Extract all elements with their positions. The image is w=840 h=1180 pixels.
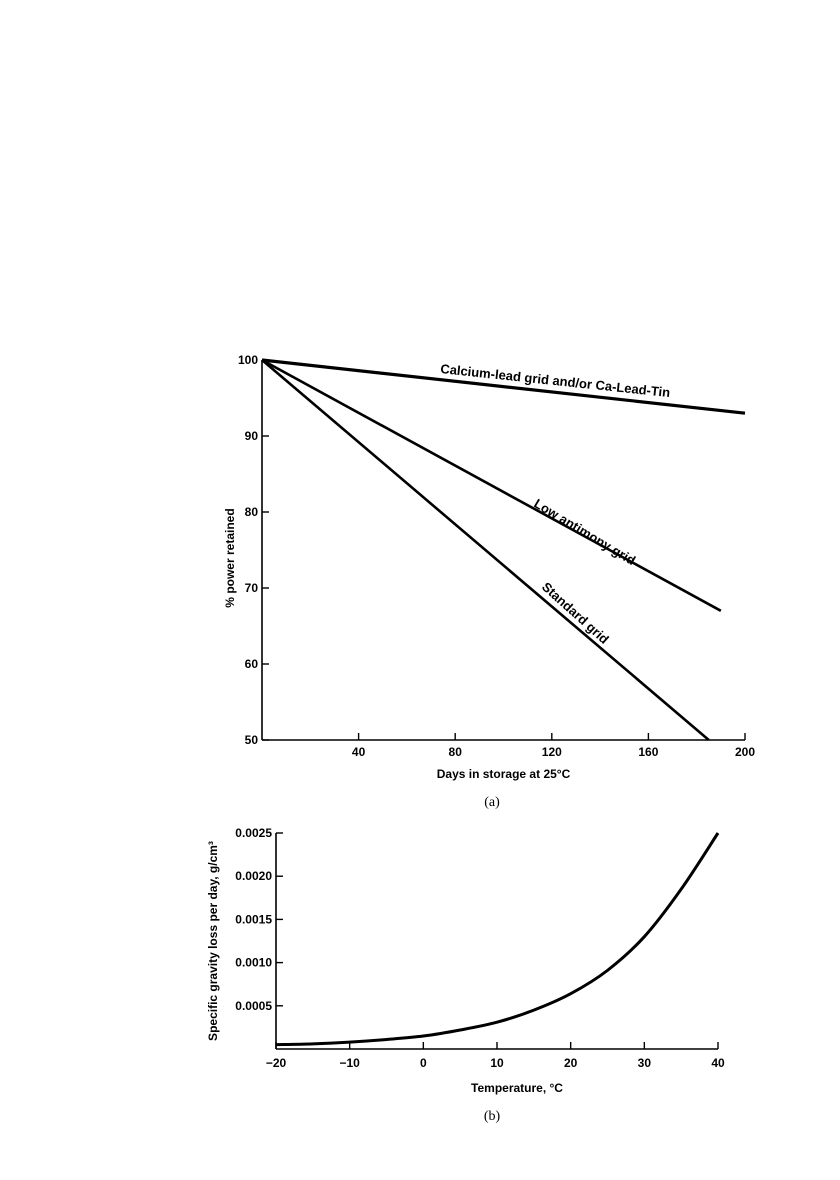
x-tick-label: 80 — [449, 745, 463, 759]
x-axis-label: Temperature, °C — [471, 1081, 563, 1095]
x-tick-label: 10 — [490, 1056, 504, 1070]
series-label: Low antimony grid — [531, 496, 638, 568]
x-tick-label: 0 — [420, 1056, 427, 1070]
series-line — [261, 358, 746, 415]
y-tick-label: 0.0005 — [235, 999, 272, 1013]
y-tick-label: 60 — [245, 657, 259, 671]
series-line — [261, 358, 722, 612]
chart-panel-b: 0.0005 0.0010 0.0015 0.0020 0.0025 −20 −10 0 10 2… — [206, 826, 725, 1124]
y-tick-label: 70 — [245, 581, 259, 595]
series-curve — [275, 832, 720, 1047]
x-tick-label: −20 — [266, 1056, 287, 1070]
series-label: Standard grid — [539, 579, 612, 647]
panel-label: (b) — [484, 1109, 501, 1124]
y-tick-label: 90 — [245, 429, 259, 443]
x-tick-label: 120 — [542, 745, 562, 759]
x-tick-label: −10 — [339, 1056, 360, 1070]
series-label: Calcium-lead grid and/or Ca-Lead-Tin — [440, 361, 671, 400]
x-tick-label: 40 — [352, 745, 366, 759]
x-tick-label: 20 — [564, 1056, 578, 1070]
y-tick-label: 50 — [245, 733, 259, 747]
x-tick-label: 160 — [638, 745, 658, 759]
y-tick-label: 0.0010 — [235, 956, 272, 970]
y-axis-label: % power retained — [223, 508, 237, 607]
x-tick-label: 200 — [735, 745, 755, 759]
x-tick-label: 40 — [711, 1056, 725, 1070]
x-tick-label: 30 — [638, 1056, 652, 1070]
series-line — [261, 359, 710, 741]
y-tick-label: 0.0015 — [235, 912, 272, 926]
y-tick-label: 0.0025 — [235, 826, 272, 840]
y-tick-label: 80 — [245, 505, 259, 519]
y-tick-label: 100 — [238, 353, 258, 367]
y-tick-label: 0.0020 — [235, 869, 272, 883]
panel-label: (a) — [484, 795, 500, 810]
chart-panel-a: 50 60 70 80 90 100 40 80 120 160 200 Calcium-lead g… — [223, 353, 755, 810]
y-axis-label: Specific gravity loss per day, g/cm³ — [206, 841, 220, 1041]
x-axis-label: Days in storage at 25°C — [437, 767, 571, 781]
